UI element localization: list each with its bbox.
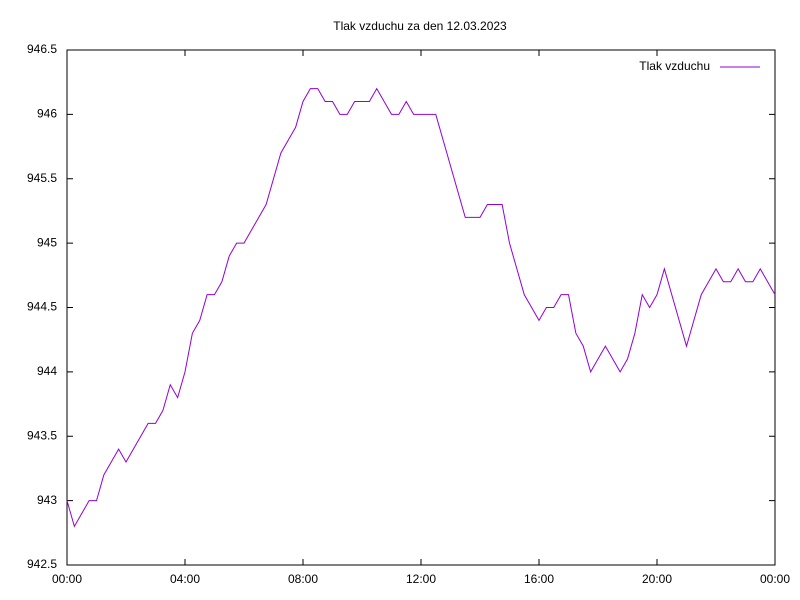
y-tick-label: 944.5 [27, 300, 57, 314]
x-tick-label: 08:00 [288, 572, 318, 586]
y-tick-label: 944 [37, 364, 57, 378]
legend-label: Tlak vzduchu [639, 59, 710, 73]
y-tick-label: 945 [37, 235, 57, 249]
y-tick-label: 942.5 [27, 557, 57, 571]
chart-title: Tlak vzduchu za den 12.03.2023 [333, 19, 507, 33]
x-tick-label: 20:00 [642, 572, 672, 586]
x-tick-label: 00:00 [52, 572, 82, 586]
y-tick-label: 946.5 [27, 42, 57, 56]
plot-frame [66, 49, 776, 566]
data-line [66, 87, 776, 528]
x-tick-label: 00:00 [760, 572, 790, 586]
y-tick-label: 946 [37, 107, 57, 121]
x-tick-label: 12:00 [406, 572, 436, 586]
x-tick-label: 04:00 [170, 572, 200, 586]
y-tick-label: 943 [37, 493, 57, 507]
x-tick-label: 16:00 [524, 572, 554, 586]
y-tick-label: 943.5 [27, 428, 57, 442]
y-tick-label: 945.5 [27, 171, 57, 185]
